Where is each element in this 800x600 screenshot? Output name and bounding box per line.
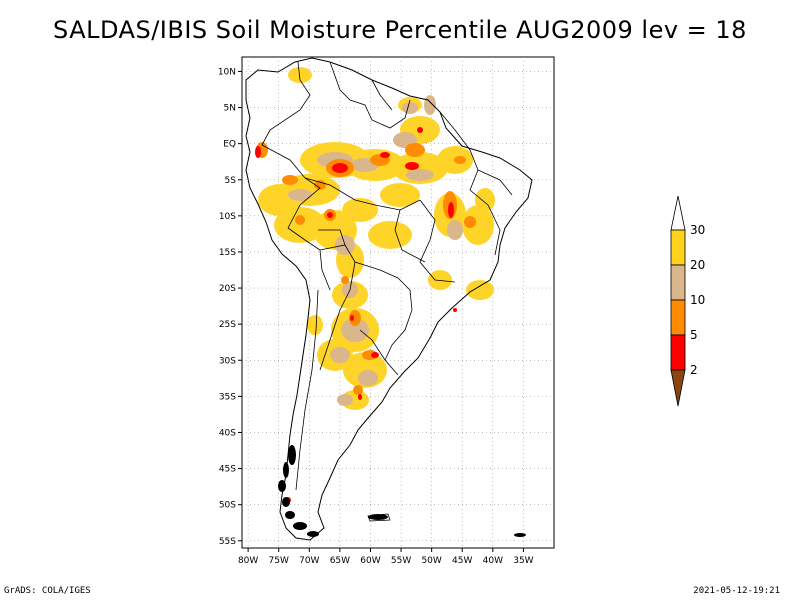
lon-label: 80W (238, 556, 258, 566)
legend-label-30: 30 (690, 223, 705, 237)
lat-label: 55S (219, 537, 236, 547)
legend-box-10-20 (670, 264, 686, 301)
latitude-labels: 10N 5N EQ 5S 10S 15S 20S 25S 30S 35S 40S 45S 50S 55S (218, 67, 236, 546)
lon-label: 35W (513, 556, 533, 566)
lon-label: 60W (360, 556, 380, 566)
legend-box-5-10 (670, 299, 686, 336)
lat-label: 45S (219, 465, 236, 475)
lon-label: 45W (452, 556, 472, 566)
lat-label: 5S (225, 176, 237, 186)
footer-timestamp: 2021-05-12-19:21 (693, 586, 780, 596)
lat-label: 25S (219, 320, 236, 330)
lon-label: 50W (421, 556, 441, 566)
lat-label: 10N (218, 67, 236, 77)
lat-label: 5N (224, 104, 236, 114)
legend-box-2-5 (670, 334, 686, 371)
legend: 30 20 10 5 2 (670, 195, 705, 407)
legend-label-2: 2 (690, 363, 698, 377)
lat-label: 40S (219, 428, 236, 438)
lat-label: 50S (219, 501, 236, 511)
lon-label: 70W (299, 556, 319, 566)
lat-label: 10S (219, 212, 236, 222)
soil-moisture-field (255, 67, 495, 503)
lon-label: 75W (269, 556, 289, 566)
lon-label: 40W (483, 556, 503, 566)
lon-label: 65W (330, 556, 350, 566)
lat-label: 35S (219, 392, 236, 402)
lon-label: 55W (391, 556, 411, 566)
lat-label: 15S (219, 248, 236, 258)
legend-arrow-top (670, 195, 686, 231)
legend-arrow-bottom (670, 369, 686, 407)
southern-islands (278, 445, 526, 537)
lat-label: 30S (219, 356, 236, 366)
legend-label-10: 10 (690, 293, 705, 307)
country-borders (261, 61, 513, 491)
footer-credit: GrADS: COLA/IGES (4, 586, 91, 596)
lat-label: 20S (219, 284, 236, 294)
map-frame (241, 56, 555, 549)
legend-label-5: 5 (690, 328, 698, 342)
map-title: SALDAS/IBIS Soil Moisture Percentile AUG… (53, 16, 747, 44)
south-america-outline (245, 57, 533, 541)
lat-label: EQ (223, 140, 236, 150)
falkland-islands (367, 513, 391, 522)
legend-box-20-30 (670, 229, 686, 266)
longitude-labels: 80W 75W 70W 65W 60W 55W 50W 45W 40W 35W (238, 556, 534, 566)
legend-label-20: 20 (690, 258, 705, 272)
